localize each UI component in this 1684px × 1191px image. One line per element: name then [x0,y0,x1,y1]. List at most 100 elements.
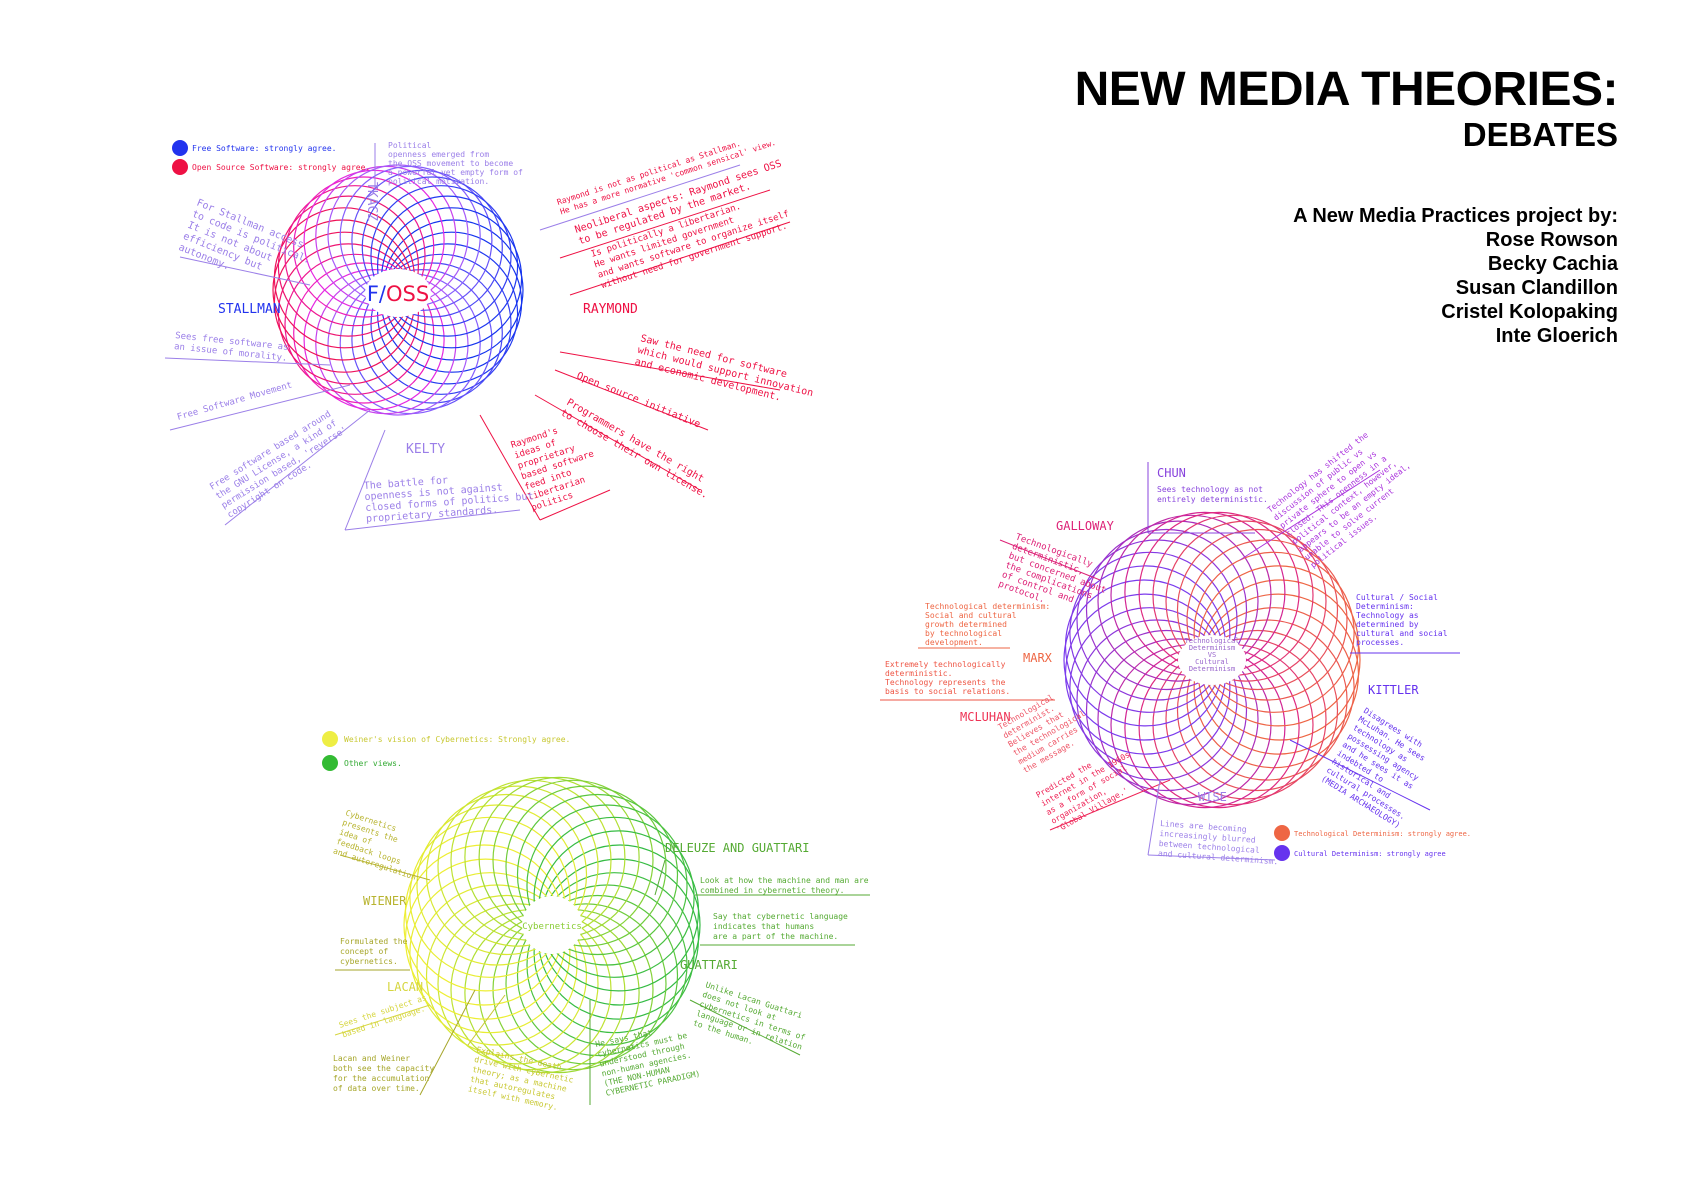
name-galloway: GALLOWAY [1056,519,1115,533]
connector-line [569,221,791,296]
rosette-ring [1176,629,1339,792]
rosette-ring [303,269,445,411]
connector-line [1289,739,1431,811]
connector-line [179,256,311,286]
rosette-ring [425,793,588,956]
connector-line [1147,779,1161,856]
note-techdet: Technological determinism: Social and cul… [925,602,1050,647]
note-line: indicates that humans [713,922,814,931]
note-line: concept of [340,947,388,956]
rosette-ring [377,195,519,337]
name-marx: MARX [1023,651,1053,665]
name-kittler: KITTLER [1368,683,1419,697]
note-line: Technology represents the [885,678,1006,687]
note-line: cybernetics. [340,957,398,966]
connector-line [1147,854,1276,861]
rosette-ring [361,176,503,318]
rosette-ring [505,903,667,1065]
rosette-ring [277,243,419,385]
note-line: Determinism: [1356,602,1414,611]
rosette-ring [505,785,667,947]
rosette-ring [416,804,578,966]
note-line: development. [925,638,983,647]
rosette-ring [284,185,426,327]
note-line: determined by [1356,620,1419,629]
rosette-ring [1097,520,1259,682]
connector-line [999,539,1101,581]
cyber-center [522,896,582,954]
connector-line [169,384,351,431]
connector-line [224,409,371,526]
name-tkacz: TKACZ [364,182,379,221]
note-line: Cultural Determinism: strongly agree [1294,850,1446,858]
author-name: Susan Clandillon [1455,277,1618,299]
rosette-ring [526,804,688,966]
connector-line [654,859,666,896]
note-deleuze-2: Say that cybernetic language indicates th… [713,912,848,941]
name-deleuze-guattari: DELEUZE AND GUATTARI [665,841,810,855]
name-lacan: LACAN [387,980,423,994]
legend-cultural: Cultural Determinism: strongly agree [1294,850,1446,858]
connector-line [164,357,331,366]
note-tkacz: Political openness emerged from the OSS mo… [388,141,523,186]
note-death: Explains the deathdrive with cybernetict… [467,1045,576,1114]
connector-line [344,509,521,531]
note-line: Political [388,141,432,150]
rosette-ring [1085,528,1248,691]
rosette-ring [377,243,519,385]
name-mcluhan: MCLUHAN [960,710,1011,724]
note-line: Technology as [1356,611,1419,620]
note-wise: Lines are becomingincreasingly blurredbe… [1158,819,1281,866]
note-line: Technological determinism: [925,602,1050,611]
note-marx: Extremely technologically deterministic. T… [885,660,1010,696]
note-line: Free Software: strongly agree. [192,144,337,153]
rosette-ring [1069,607,1231,769]
note-line: by technological [925,629,1002,638]
rosette-ring [516,894,679,1057]
note-line: Social and cultural [925,611,1017,620]
note-kelty: The battle foropenness is not againstclo… [363,469,534,525]
rosette-ring [370,185,512,327]
note-line: Technological [1185,637,1240,645]
note-wiener: Formulated the concept of cybernetics. [340,937,408,966]
connector-line [689,999,801,1056]
note-stallman: For Stallman accessto code is political.… [177,198,316,300]
note-cultural: Cultural / Social Determinism: Technology … [1356,593,1448,647]
note-line: openness emerged from [388,150,489,159]
name-kelty: KELTY [406,442,445,457]
rosette-ring [293,176,435,318]
note-line: Formulated the [340,937,408,946]
connector-line [539,164,741,231]
rosette-ring [409,872,571,1034]
note-line: of data over time. [333,1084,420,1093]
note-line: both see the capacity [333,1064,434,1073]
note-shift: Technology has shifted thediscussion of … [1266,421,1425,569]
foss-center-label: F/OSS [367,282,429,306]
connector-line [1049,779,1171,831]
author-name: Rose Rowson [1485,229,1618,251]
connector-line [539,489,611,521]
cyber-center-label: Cybernetics [522,922,582,932]
credits: A New Media Practices project by: Rose R… [1293,204,1618,348]
note-innovation: Saw the need for softwarewhich would sup… [633,333,817,411]
tech-center [1178,635,1246,685]
connector-line [467,994,506,1046]
name-chun: CHUN [1157,466,1186,480]
name-raymond: RAYMOND [583,302,638,317]
connector-line [344,429,386,531]
note-kittler: Disagrees withMcLuhan. He seestechnology… [1320,706,1445,830]
note-line: Look at how the machine and man are [700,876,869,885]
note-line: combined in cybernetic theory. [700,886,845,895]
rosette-ring [1193,551,1355,713]
connector-line [534,394,701,491]
note-line: cultural and social [1356,629,1448,638]
note-line: entirely deterministic. [1157,495,1268,504]
note-line: processes. [1356,638,1404,647]
rosette-ring [277,195,419,337]
note-line: Cybernetics [522,922,582,932]
connector-line [334,1004,431,1036]
connector-line [479,414,541,521]
connector-line [419,989,476,1096]
legend-dot-weiner [322,731,338,747]
